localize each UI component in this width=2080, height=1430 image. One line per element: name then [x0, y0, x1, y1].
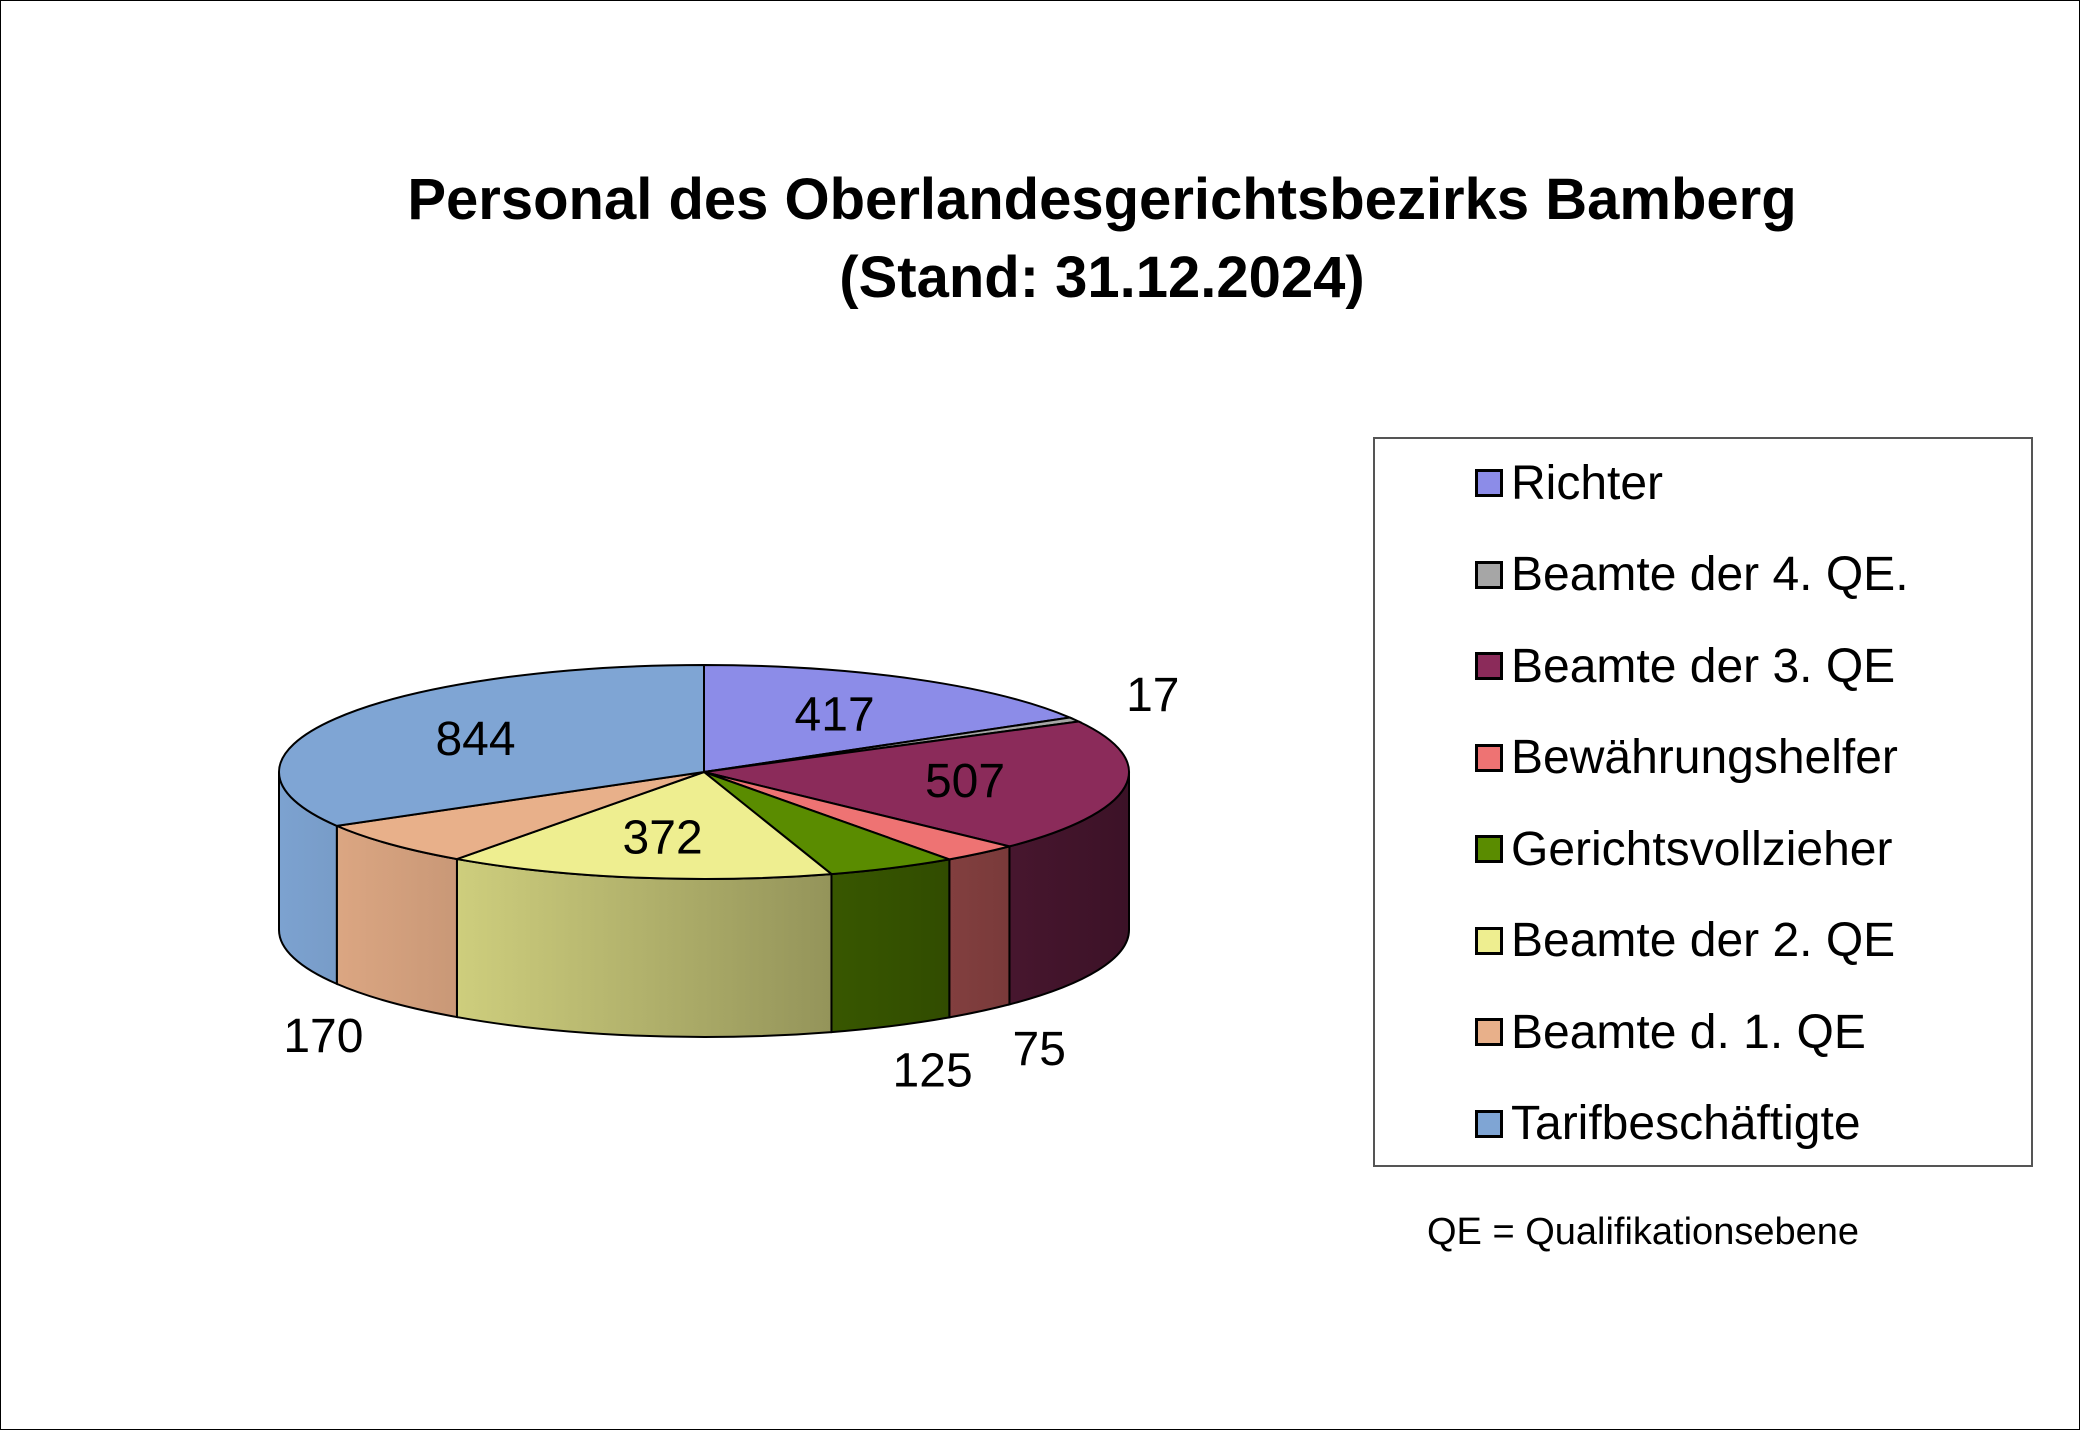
pie-slice-beamte-der-3-qe — [703, 720, 1130, 848]
legend-item-beamte-der-3-qe: Beamte der 3. QE — [1475, 636, 1895, 696]
data-label-beamte-der-4-qe: 17 — [1126, 669, 1179, 722]
chart-title: Personal des Oberlandesgerichtsbezirks B… — [407, 167, 1796, 232]
legend: Richter Beamte der 4. QE. Beamte der 3. QE… — [1373, 437, 2033, 1167]
legend-item-beamte-der-4-qe: Beamte der 4. QE. — [1475, 545, 1909, 605]
legend-swatch — [1475, 560, 1503, 589]
data-label-beamte-der-2-qe: 372 — [623, 812, 703, 865]
legend-swatch — [1475, 1018, 1503, 1046]
legend-swatch — [1475, 743, 1503, 772]
footnote: QE = Qualifikationsebene — [1427, 1211, 1859, 1253]
chart-subtitle: (Stand: 31.12.2024) — [839, 245, 1364, 310]
legend-label: Beamte der 2. QE — [1511, 914, 1896, 967]
legend-label: Tarifbeschäftigte — [1511, 1097, 1861, 1150]
data-label-gerichtsvollzieher: 125 — [893, 1045, 973, 1098]
pie-side-gerichtsvollzieher — [830, 858, 951, 1034]
data-label-beamte-d-1-qe: 170 — [283, 1010, 363, 1063]
legend-label: Beamte der 4. QE. — [1511, 548, 1909, 601]
pie-sides — [278, 771, 1130, 1038]
pie-slice-tarifbesch-ftigte — [278, 663, 705, 827]
legend-item-beamte-d-1-qe: Beamte d. 1. QE — [1475, 1002, 1866, 1062]
data-label-bew-hrungshelfer: 75 — [1013, 1023, 1066, 1076]
data-label-tarifbesch-ftigte: 844 — [435, 713, 515, 766]
legend-item-gerichtsvollzieher: Gerichtsvollzieher — [1475, 819, 1892, 879]
pie-side-bew-hrungshelfer — [948, 845, 1011, 1019]
pie-side-beamte-der-2-qe — [455, 857, 833, 1038]
legend-swatch — [1475, 652, 1503, 680]
legend-swatch — [1475, 835, 1503, 863]
legend-item-tarifbesch-ftigte: Tarifbeschäftigte — [1475, 1094, 1861, 1154]
legend-label: Gerichtsvollzieher — [1511, 822, 1893, 876]
pie-tops — [278, 663, 1130, 880]
legend-label: Bewährungshelfer — [1511, 731, 1898, 784]
legend-label: Beamte d. 1. QE — [1511, 1005, 1866, 1059]
legend-item-bew-hrungshelfer: Bewährungshelfer — [1475, 728, 1898, 788]
pie-slice-beamte-d-1-qe — [333, 771, 705, 861]
pie-slice-beamte-der-2-qe — [453, 770, 835, 880]
legend-swatch — [1475, 469, 1503, 497]
legend-label: Richter — [1511, 456, 1664, 510]
legend-item-richter: Richter — [1475, 453, 1663, 513]
data-label-beamte-der-3-qe: 507 — [925, 755, 1005, 808]
legend-label: Beamte der 3. QE — [1511, 639, 1896, 693]
pie-slice-richter — [703, 663, 1074, 774]
legend-swatch — [1475, 926, 1503, 955]
legend-item-beamte-der-2-qe: Beamte der 2. QE — [1475, 911, 1895, 971]
legend-swatch — [1475, 1109, 1503, 1138]
data-label-richter: 417 — [795, 688, 875, 741]
pie-data-labels: 417 17 507 75 125 372 170 844 — [283, 669, 1179, 1098]
